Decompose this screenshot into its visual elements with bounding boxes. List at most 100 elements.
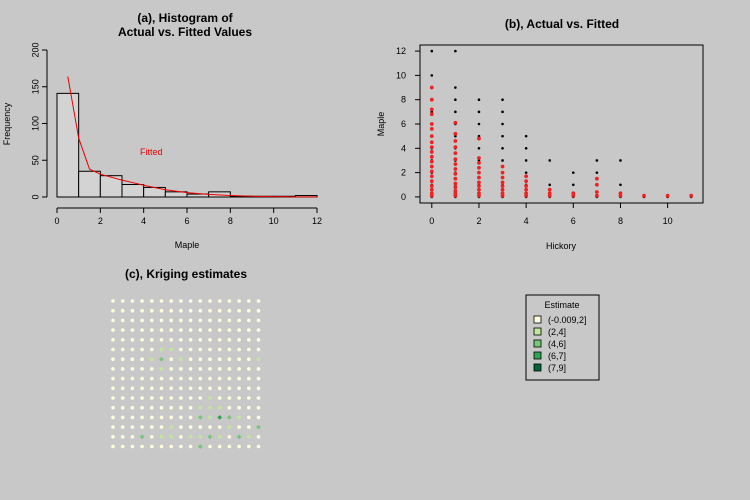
- kriging-cell: [111, 357, 115, 362]
- kriging-cell: [188, 347, 193, 352]
- panel-a-title-line1: (a), Histogram of: [137, 11, 233, 25]
- kriging-cell: [120, 435, 125, 439]
- kriging-cell: [198, 308, 203, 313]
- kriging-cell: [256, 367, 261, 371]
- kriging-cell: [130, 308, 135, 313]
- kriging-cell: [208, 444, 212, 449]
- kriging-cell: [120, 386, 125, 391]
- kriging-cell: [188, 318, 193, 323]
- panel-c-kriging: (c), Kriging estimates: [111, 267, 261, 449]
- kriging-cell: [150, 318, 154, 323]
- kriging-cell: [247, 405, 251, 410]
- kriging-cell: [237, 347, 241, 352]
- kriging-cell: [179, 376, 183, 381]
- kriging-cell: [217, 425, 222, 429]
- kriging-cell: [179, 338, 183, 342]
- kriging-cell: [179, 328, 183, 332]
- fitted-point: [477, 165, 481, 170]
- actual-point: [501, 159, 504, 162]
- kriging-cell: [150, 299, 154, 303]
- fitted-point: [524, 174, 529, 179]
- fitted-point: [453, 157, 458, 162]
- fitted-point: [429, 150, 434, 154]
- actual-point: [595, 159, 599, 162]
- actual-point: [477, 98, 481, 101]
- fitted-point: [500, 175, 505, 180]
- kriging-cell: [130, 328, 135, 332]
- actual-point: [571, 171, 575, 174]
- kriging-cell: [120, 308, 125, 313]
- kriging-cell: [256, 357, 261, 362]
- kriging-cell: [256, 338, 261, 342]
- fitted-point: [453, 139, 458, 143]
- x-tick-label: 2: [476, 216, 481, 226]
- kriging-cell: [208, 338, 212, 342]
- fitted-point: [429, 140, 434, 145]
- fitted-label: Fitted: [140, 147, 163, 157]
- kriging-cell: [208, 308, 212, 313]
- kriging-cell: [179, 405, 183, 410]
- kriging-cell: [111, 367, 115, 371]
- kriging-grid: [111, 299, 261, 449]
- kriging-cell: [217, 338, 222, 342]
- fitted-point: [547, 191, 552, 196]
- kriging-cell: [256, 386, 261, 391]
- legend-label: (7,9]: [548, 363, 566, 373]
- legend-label: (4,6]: [548, 339, 566, 349]
- fitted-point: [477, 136, 481, 141]
- legend-swatch: [533, 315, 542, 324]
- panel-a-x-label: Maple: [175, 240, 200, 250]
- fitted-point: [453, 120, 458, 125]
- kriging-cell: [120, 328, 125, 332]
- actual-point: [501, 147, 504, 150]
- kriging-cell: [130, 425, 135, 429]
- actual-point: [454, 49, 457, 53]
- fitted-point: [453, 162, 458, 167]
- histogram-bar: [121, 184, 145, 198]
- panel-a-histogram: (a), Histogram of Actual vs. Fitted Valu…: [2, 11, 322, 250]
- fitted-point: [594, 190, 599, 194]
- kriging-cell: [188, 386, 193, 391]
- actual-point: [477, 110, 481, 114]
- kriging-cell: [198, 435, 203, 439]
- kriging-cell: [150, 405, 154, 410]
- kriging-cell: [227, 405, 232, 410]
- kriging-cell: [169, 396, 173, 400]
- kriging-cell: [179, 299, 183, 303]
- kriging-cell: [188, 376, 193, 381]
- kriging-cell: [120, 338, 125, 342]
- kriging-cell: [159, 386, 164, 391]
- fitted-point: [500, 191, 505, 196]
- kriging-cell: [217, 357, 222, 362]
- kriging-cell: [159, 405, 164, 410]
- kriging-cell: [198, 357, 203, 362]
- x-tick-label: 4: [524, 216, 529, 226]
- fitted-point: [500, 180, 505, 185]
- kriging-cell: [217, 405, 222, 410]
- fitted-point: [477, 184, 481, 188]
- fitted-point: [477, 175, 481, 180]
- kriging-cell: [159, 347, 164, 352]
- kriging-cell: [208, 347, 212, 352]
- y-tick-label: 200: [30, 42, 40, 57]
- kriging-cell: [247, 425, 251, 429]
- actual-point: [430, 74, 434, 77]
- kriging-cell: [159, 415, 164, 420]
- panel-b-y-ticks: 0 2 4 6 8 10 12: [396, 46, 420, 202]
- fitted-point: [477, 191, 481, 196]
- kriging-cell: [188, 396, 193, 400]
- y-tick-label: 100: [30, 116, 40, 131]
- kriging-cell: [217, 396, 222, 400]
- kriging-cell: [140, 405, 144, 410]
- fitted-curve: [67, 76, 317, 198]
- kriging-cell: [188, 338, 193, 342]
- kriging-cell: [227, 376, 232, 381]
- actual-point: [571, 183, 575, 187]
- panel-a-title-line2: Actual vs. Fitted Values: [118, 25, 252, 39]
- kriging-cell: [111, 299, 115, 303]
- actual-point: [524, 171, 528, 174]
- kriging-cell: [159, 435, 164, 439]
- kriging-cell: [150, 376, 154, 381]
- kriging-cell: [150, 435, 154, 439]
- fitted-point: [689, 193, 694, 198]
